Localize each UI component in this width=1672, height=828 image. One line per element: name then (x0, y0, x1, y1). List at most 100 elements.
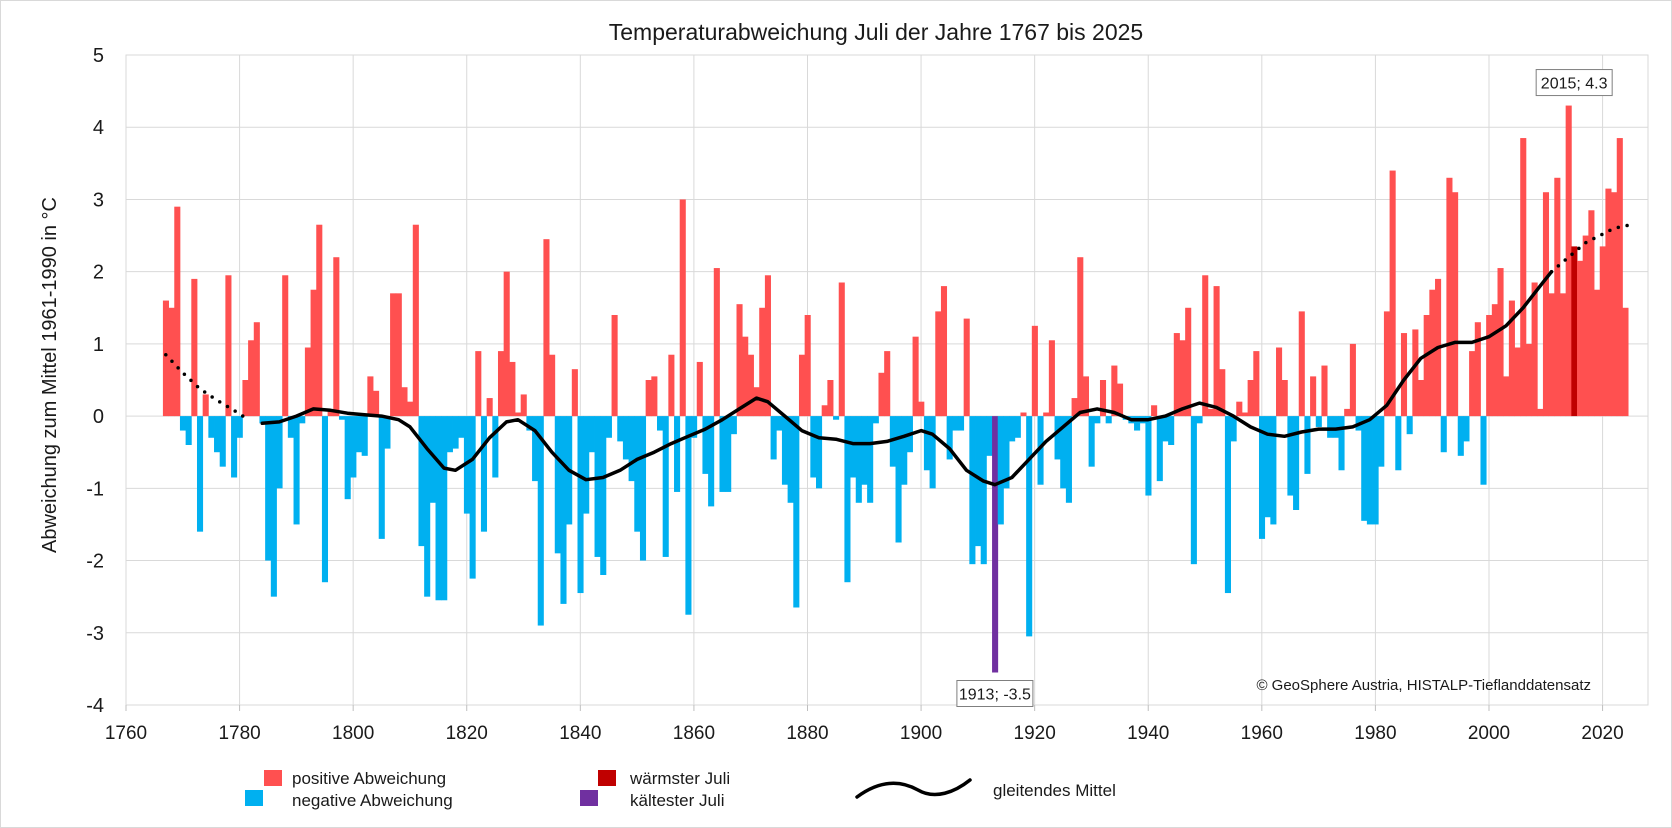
x-tick-label: 2020 (1581, 723, 1623, 744)
bar-1871 (753, 387, 760, 417)
bar-1823 (480, 416, 488, 532)
bar-1902 (929, 416, 936, 489)
bar-2022 (1611, 192, 1618, 417)
bar-1915 (1003, 416, 1010, 489)
bar-1890 (861, 416, 868, 485)
bar-1961 (1264, 416, 1271, 518)
bar-1995 (1457, 416, 1464, 456)
bar-1864 (713, 268, 720, 417)
bar-1970 (1315, 416, 1322, 427)
bar-1882 (816, 416, 823, 489)
bar-1903 (935, 311, 942, 417)
bar-2023 (1616, 138, 1623, 417)
bar-1782 (248, 340, 255, 417)
bar-1772 (191, 278, 198, 417)
bar-1997 (1469, 351, 1476, 417)
bar-1825 (492, 416, 499, 478)
bar-1896 (895, 416, 902, 543)
bar-1938 (1134, 416, 1141, 431)
bar-1767 (162, 300, 169, 417)
bar-1811 (412, 224, 419, 417)
bar-1872 (759, 307, 766, 417)
x-tick-label: 1820 (446, 723, 488, 744)
bar-1870 (747, 354, 754, 417)
bar-2020 (1599, 246, 1606, 417)
bar-1913 (992, 416, 999, 673)
bar-1847 (617, 416, 624, 442)
bar-1789 (287, 416, 294, 438)
bar-1816 (441, 416, 448, 601)
bar-1968 (1304, 416, 1311, 474)
bar-1785 (265, 416, 272, 561)
bar-2024 (1622, 307, 1629, 417)
bar-1781 (242, 380, 249, 417)
bar-1888 (850, 416, 857, 478)
bar-1960 (1258, 416, 1266, 539)
bar-1885 (833, 416, 840, 420)
moving-average (164, 222, 1633, 487)
bar-1934 (1111, 365, 1118, 417)
bar-1883 (821, 405, 828, 417)
bar-1981 (1378, 416, 1385, 467)
bar-2008 (1531, 282, 1538, 417)
bar-1771 (185, 416, 192, 445)
bar-1926 (1065, 416, 1072, 503)
bar-1856 (668, 354, 675, 417)
bar-1974 (1338, 416, 1345, 471)
bar-1850 (634, 416, 641, 532)
bar-1881 (810, 416, 817, 478)
bar-1912 (986, 416, 993, 456)
bar-1932 (1099, 380, 1107, 417)
bar-1922 (1043, 412, 1050, 417)
legend-negative-label: negative Abweichung (292, 791, 453, 810)
bar-1866 (725, 416, 732, 492)
bar-1966 (1293, 416, 1300, 510)
bar-1941 (1151, 405, 1158, 417)
bar-1925 (1060, 416, 1067, 489)
y-tick-label: 0 (93, 406, 104, 428)
bar-1910 (975, 416, 982, 547)
bar-1946 (1179, 340, 1186, 417)
bar-1844 (600, 416, 607, 575)
bar-1879 (798, 354, 806, 417)
x-tick-label: 1780 (218, 723, 260, 744)
bar-1975 (1344, 408, 1351, 417)
bar-1776 (214, 416, 221, 453)
x-tick-label: 1980 (1354, 723, 1396, 744)
bar-1800 (350, 416, 357, 478)
bar-1774 (202, 394, 209, 417)
bar-1869 (742, 336, 749, 417)
bar-1873 (764, 275, 771, 417)
bars (162, 105, 1629, 673)
bar-1807 (390, 293, 397, 417)
bar-1836 (554, 416, 561, 554)
bar-1973 (1332, 416, 1339, 438)
bar-2009 (1537, 408, 1544, 417)
bar-1857 (674, 416, 681, 492)
bar-1958 (1247, 380, 1254, 417)
bar-1833 (537, 416, 544, 626)
bar-1799 (344, 416, 351, 500)
bar-1953 (1219, 369, 1226, 417)
bar-1976 (1349, 343, 1356, 417)
x-tick-label: 1960 (1241, 723, 1283, 744)
annotation-coldest: 1913; -3.5 (956, 680, 1034, 707)
bar-1806 (384, 416, 391, 449)
moving-average-start-dotted (164, 352, 248, 420)
bar-1802 (361, 416, 368, 456)
bar-1868 (736, 304, 743, 417)
bar-1817 (446, 416, 453, 453)
y-tick-label: -1 (86, 478, 104, 500)
legend-positive-swatch (264, 770, 282, 786)
bar-1803 (367, 376, 374, 417)
bar-1963 (1276, 347, 1283, 417)
bar-1818 (452, 416, 459, 449)
bar-1845 (605, 416, 612, 438)
bar-1842 (588, 416, 595, 453)
bar-1945 (1173, 333, 1180, 417)
bar-1791 (299, 416, 306, 424)
x-tick-label: 1920 (1014, 723, 1056, 744)
bar-1813 (424, 416, 431, 597)
x-tick-label: 1940 (1127, 723, 1169, 744)
bar-1951 (1207, 408, 1214, 417)
